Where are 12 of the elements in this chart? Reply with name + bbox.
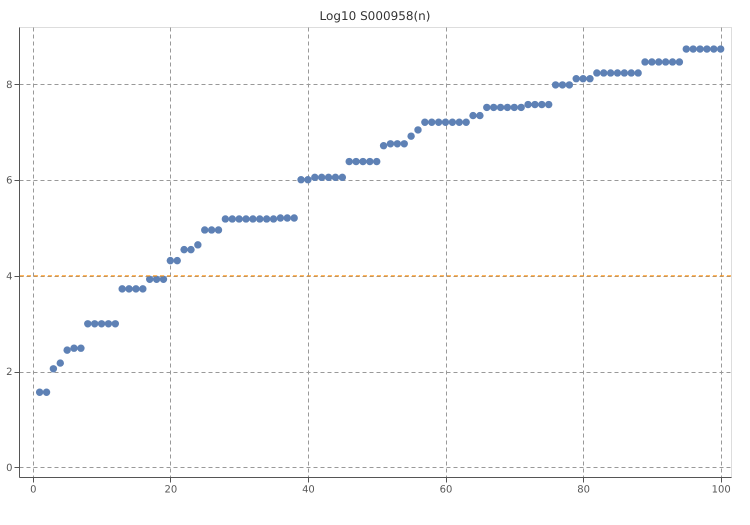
y-tick-label: 8 bbox=[6, 80, 12, 91]
y-tick-label: 4 bbox=[6, 271, 12, 282]
x-tick-label: 80 bbox=[577, 484, 590, 496]
y-tick-label: 6 bbox=[6, 176, 12, 187]
x-tick-label: 20 bbox=[164, 484, 178, 496]
x-tick-label: 100 bbox=[712, 484, 731, 496]
y-tick-label: 0 bbox=[6, 462, 12, 474]
y-tick-label: 2 bbox=[6, 367, 12, 378]
x-tick-label: 60 bbox=[440, 484, 452, 496]
x-tick-label: 0 bbox=[30, 484, 36, 496]
chart-title: Log10 S000958(n) bbox=[320, 9, 430, 23]
x-tick-label: 40 bbox=[302, 484, 315, 496]
